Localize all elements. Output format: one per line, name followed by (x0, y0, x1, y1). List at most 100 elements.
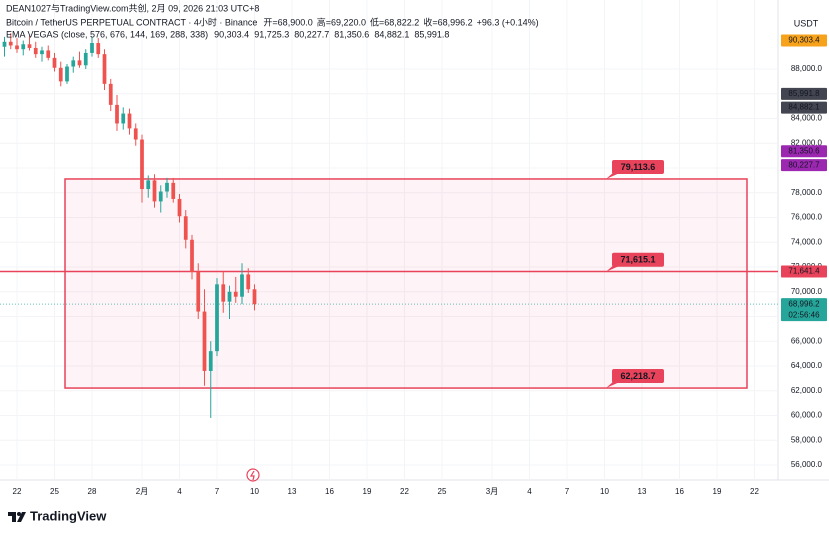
price-tag-label: 81,350.6 (788, 146, 820, 155)
x-tick-label: 3月 (486, 487, 498, 496)
price-tag-label: 84,882.1 (788, 103, 820, 112)
indicator-name: EMA VEGAS (close, 576, 676, 144, 169, 28… (6, 29, 208, 39)
x-tick-label: 4 (177, 487, 182, 496)
candle-body (215, 284, 219, 352)
zone-label: 62,218.7 (620, 371, 655, 381)
y-tick-label: 60,000.0 (791, 411, 823, 420)
countdown: 02:56:46 (788, 310, 820, 319)
candle-body (171, 182, 176, 199)
indicator-value: 90,303.4 (214, 29, 249, 39)
candle-body (227, 291, 232, 302)
candle-body (46, 50, 51, 58)
price-tag (781, 298, 827, 322)
candle-body (127, 113, 132, 129)
candle-body (202, 311, 207, 371)
ohlc-value: 低=68,822.2 (370, 16, 419, 27)
candle-body (102, 54, 107, 84)
indicator-value: 91,725.3 (254, 29, 289, 39)
x-tick-label: 16 (325, 487, 334, 496)
x-tick-label: 28 (88, 487, 97, 496)
zone-box (64, 178, 748, 389)
candle-body (77, 60, 82, 66)
candle-body (252, 289, 257, 305)
event-circle (246, 468, 260, 482)
symbol-title: Bitcoin / TetherUS PERPETUAL CONTRACT · … (6, 16, 257, 27)
y-tick-label: 56,000.0 (791, 460, 823, 469)
candle-body (233, 291, 238, 297)
indicator-value: 84,882.1 (374, 29, 409, 39)
price-tag-label: 85,991.8 (788, 89, 820, 98)
x-tick-label: 19 (363, 487, 372, 496)
y-tick-label: 84,000.0 (791, 114, 823, 123)
y-tick-label: 64,000.0 (791, 361, 823, 370)
candle-body (15, 45, 19, 50)
zone-label-box (612, 252, 664, 267)
x-tick-label: 16 (675, 487, 684, 496)
x-tick-label: 2月 (136, 487, 148, 496)
candle-body (33, 47, 38, 55)
candle-body (246, 274, 251, 290)
ohlc-value: +96.3 (+0.14%) (477, 17, 539, 27)
candle-body (8, 41, 13, 46)
zone-label: 71,615.1 (620, 255, 655, 265)
logo-dot (17, 512, 21, 516)
candle-body (158, 191, 163, 202)
candle-body (96, 43, 101, 55)
candle-body (65, 66, 69, 82)
candle-body (177, 198, 182, 217)
candle-body (90, 43, 94, 53)
x-tick-label: 4 (527, 487, 532, 496)
x-tick-label: 22 (13, 487, 22, 496)
y-tick-label: 66,000.0 (791, 336, 823, 345)
x-tick-label: 13 (638, 487, 647, 496)
ohlc-value: 开=68,900.0 (263, 17, 312, 27)
y-tick-label: 70,000.0 (791, 287, 823, 296)
price-tag-label: 71,641.4 (788, 267, 820, 276)
brand-logo: TradingView (8, 508, 107, 523)
candle-body (221, 284, 226, 302)
x-tick-label: 7 (565, 487, 570, 496)
x-tick-label: 22 (400, 487, 409, 496)
brand: TradingView (30, 508, 107, 523)
candle-body (133, 128, 138, 140)
candle-body (2, 41, 7, 47)
logo-mark (8, 512, 26, 522)
x-tick-label: 19 (713, 487, 722, 496)
y-tick-label: 74,000.0 (791, 237, 823, 246)
y-tick-label: 76,000.0 (791, 213, 823, 222)
price-tag (781, 34, 827, 47)
candle-body (140, 139, 144, 190)
zone-label-box (612, 369, 664, 384)
candle-body (165, 182, 169, 192)
x-tick-label: 25 (438, 487, 447, 496)
axes: 56,000.0 58,000.0 60,000.0 62,000.0 64,000.0… (13, 34, 827, 496)
currency: USDT (794, 18, 819, 28)
x-tick-label: 7 (215, 487, 220, 496)
y-tick-label: 88,000.0 (791, 64, 823, 73)
candle-body (71, 60, 76, 67)
candle-body (196, 271, 201, 312)
indicator-value: 80,227.7 (294, 29, 329, 39)
price-tag (781, 265, 827, 278)
y-tick-label: 82,000.0 (791, 138, 823, 147)
zone-label-box (612, 159, 664, 174)
price-tag (781, 159, 827, 172)
x-tick-label: 13 (288, 487, 297, 496)
candle-body (27, 44, 32, 48)
y-tick-label: 58,000.0 (791, 435, 823, 444)
candle-body (121, 113, 126, 124)
candle-body (108, 83, 113, 105)
price-tag-label: 68,996.2 (788, 299, 820, 308)
y-tick-label: 78,000.0 (791, 188, 823, 197)
candle-body (58, 67, 63, 82)
candle-body (52, 57, 57, 68)
ohlc-value: 高=69,220.0 (317, 16, 366, 27)
candle-body (183, 216, 188, 240)
event-bolt (249, 470, 255, 481)
candle-body (146, 180, 151, 190)
ohlc-value: 收=68,996.2 (423, 16, 472, 27)
plot-area: 79,113.6 71,615.1 62,218.7 (0, 0, 778, 480)
price-tag-label: 80,227.7 (788, 160, 820, 169)
candle-body (40, 50, 44, 55)
candle-body (21, 44, 26, 50)
